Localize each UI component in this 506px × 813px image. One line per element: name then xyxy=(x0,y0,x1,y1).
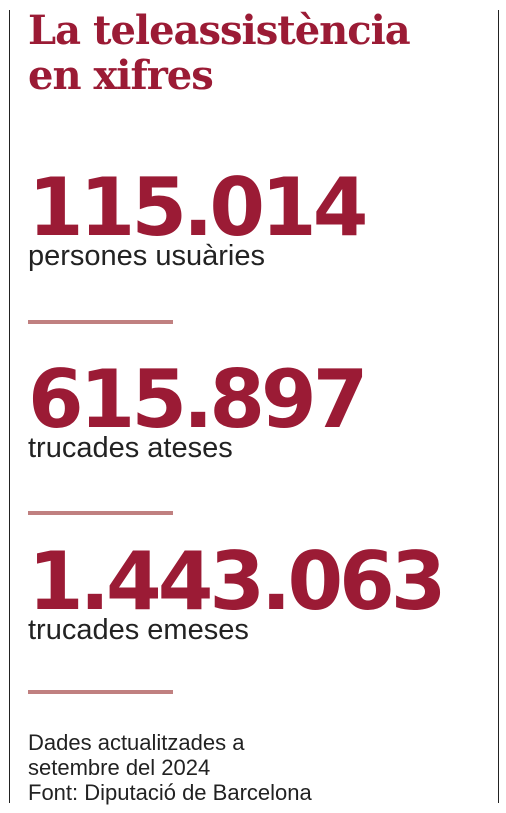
title-line-2: en xifres xyxy=(28,52,214,99)
stat-users: 115.014 persones usuàries xyxy=(28,161,488,273)
stat-label: trucades ateses xyxy=(28,432,233,464)
stat-value: 1.443.063 xyxy=(28,535,446,628)
source-note: Dades actualitzades a setembre del 2024 … xyxy=(28,730,488,805)
stat-calls-answered: 615.897 trucades ateses xyxy=(28,353,488,465)
stat-label: trucades emeses xyxy=(28,614,249,646)
footnote-line-1: Dades actualitzades a xyxy=(28,730,245,755)
stat-value: 115.014 xyxy=(28,161,368,254)
divider xyxy=(28,511,173,515)
title-line-1: La teleassistència xyxy=(28,7,411,54)
stat-calls-made: 1.443.063 trucades emeses xyxy=(28,535,488,647)
divider xyxy=(28,690,173,694)
stat-label: persones usuàries xyxy=(28,240,265,272)
divider xyxy=(28,320,173,324)
footnote-line-2: setembre del 2024 xyxy=(28,755,211,780)
stat-value: 615.897 xyxy=(28,353,368,446)
left-border xyxy=(9,10,10,803)
infographic-title: La teleassistència en xifres xyxy=(28,8,488,98)
right-border xyxy=(498,10,499,803)
footnote-line-3: Font: Diputació de Barcelona xyxy=(28,780,312,805)
